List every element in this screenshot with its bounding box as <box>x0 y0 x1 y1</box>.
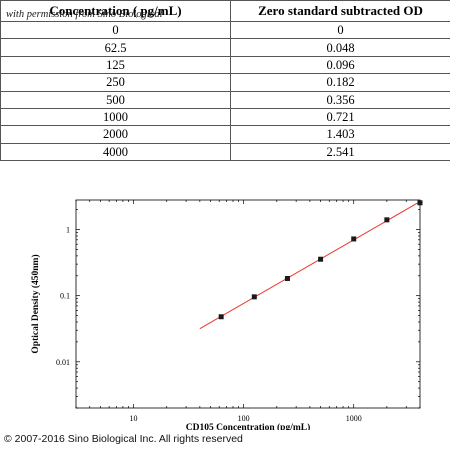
table-row: 250 0.182 <box>0 73 450 92</box>
axis-ticks: 10 100 1000 0.01 0.1 1 <box>56 200 421 423</box>
table-row: 1000 0.721 <box>0 107 450 127</box>
data-point <box>318 256 324 262</box>
watermark-text: with permission from Sino Biological <box>6 9 163 20</box>
x-axis-title: CD105 Concentration (pg/mL) <box>186 422 311 430</box>
data-point <box>384 217 390 223</box>
standard-curve-table: Concentration ( pg/mL) Zero standard sub… <box>0 0 450 162</box>
cell-od: 2.541 <box>230 142 450 162</box>
cell-concentration: 4000 <box>0 142 231 162</box>
cell-concentration: 0 <box>0 20 231 40</box>
cell-od: 0 <box>230 20 450 40</box>
data-point <box>251 294 257 300</box>
x-tick-label: 1000 <box>346 414 362 423</box>
cell-od: 0.048 <box>230 38 450 57</box>
cell-od: 0.182 <box>230 73 450 92</box>
cell-concentration: 2000 <box>0 125 231 144</box>
cell-concentration: 62.5 <box>0 38 231 57</box>
x-tick-label: 100 <box>238 414 250 423</box>
cell-concentration: 500 <box>0 90 231 109</box>
data-points <box>218 200 423 320</box>
data-point <box>284 275 290 281</box>
standard-curve-chart: 10 100 1000 0.01 0.1 1 CD105 Concentration (p… <box>30 199 423 430</box>
cell-concentration: 250 <box>0 73 231 92</box>
y-tick-label: 0.01 <box>56 358 70 367</box>
table-row: 4000 2.541 <box>0 142 450 162</box>
cell-od: 0.721 <box>230 107 450 127</box>
x-tick-label: 10 <box>130 414 138 423</box>
copyright-notice: © 2007-2016 Sino Biological Inc. All rig… <box>4 433 243 445</box>
data-point <box>351 236 357 242</box>
table-row: 125 0.096 <box>0 55 450 75</box>
y-tick-label: 0.1 <box>60 292 70 301</box>
cell-concentration: 1000 <box>0 107 231 127</box>
fit-line <box>199 201 421 330</box>
table-row: 62.5 0.048 <box>0 38 450 57</box>
plot-border <box>75 199 421 409</box>
data-point <box>417 200 423 206</box>
table-row: 500 0.356 <box>0 90 450 109</box>
plot-frame <box>75 199 421 409</box>
y-tick-label: 1 <box>66 226 70 235</box>
header-od: Zero standard subtracted OD <box>230 0 450 22</box>
data-point <box>218 314 224 320</box>
table-row: 2000 1.403 <box>0 125 450 144</box>
fit-line-group <box>199 201 421 330</box>
cell-od: 1.403 <box>230 125 450 144</box>
cell-concentration: 125 <box>0 55 231 75</box>
y-axis-title: Optical Density (450nm) <box>30 254 41 353</box>
cell-od: 0.356 <box>230 90 450 109</box>
cell-od: 0.096 <box>230 55 450 75</box>
header-concentration-label: Concentration ( pg/mL) <box>49 3 182 18</box>
header-od-label: Zero standard subtracted OD <box>258 3 423 18</box>
